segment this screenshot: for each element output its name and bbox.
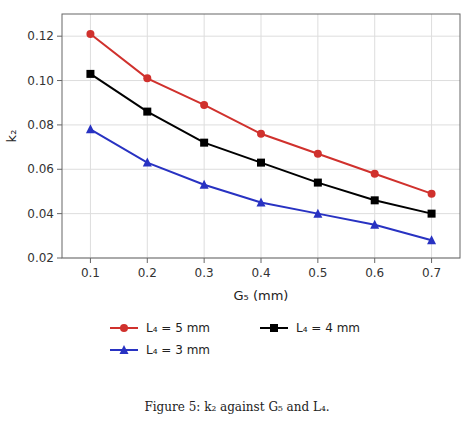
x-tick-label: 0.3 — [195, 266, 214, 280]
series-line — [90, 74, 431, 214]
series-marker — [427, 235, 436, 244]
series-marker — [314, 179, 322, 187]
y-tick-label: 0.04 — [27, 207, 54, 221]
series-marker — [200, 101, 208, 109]
y-tick — [57, 169, 62, 170]
grid — [62, 14, 460, 258]
y-grid-line — [62, 80, 460, 81]
y-tick-label: 0.12 — [27, 29, 54, 43]
x-tick — [374, 258, 375, 263]
legend-label: L₄ = 3 mm — [146, 343, 210, 357]
series-marker — [200, 180, 209, 189]
series-marker — [257, 159, 265, 167]
y-axis-label: k₂ — [4, 130, 19, 143]
x-grid-line — [90, 14, 91, 258]
series-marker — [371, 170, 379, 178]
legend-marker — [120, 324, 128, 332]
y-tick-label: 0.10 — [27, 74, 54, 88]
x-tick — [147, 258, 148, 263]
series-marker — [143, 158, 152, 167]
plot-frame — [62, 14, 460, 258]
x-tick-label: 0.5 — [308, 266, 327, 280]
series-marker — [200, 139, 208, 147]
x-tick — [317, 258, 318, 263]
legend-label: L₄ = 4 mm — [296, 321, 360, 335]
legend-marker — [270, 324, 278, 332]
series-marker — [86, 70, 94, 78]
y-grid-line — [62, 169, 460, 170]
series-marker — [86, 124, 95, 133]
y-grid-line — [62, 124, 460, 125]
x-grid-line — [431, 14, 432, 258]
series-marker — [86, 30, 94, 38]
series-line — [90, 34, 431, 194]
caption: Figure 5: k₂ against G₅ and L₄. — [144, 400, 329, 414]
x-tick-label: 0.2 — [138, 266, 157, 280]
x-tick-label: 0.4 — [251, 266, 270, 280]
x-tick-label: 0.1 — [81, 266, 100, 280]
series-marker — [143, 108, 151, 116]
y-tick-label: 0.02 — [27, 251, 54, 265]
series-marker — [257, 130, 265, 138]
legend-marker — [120, 345, 129, 354]
x-tick-label: 0.6 — [365, 266, 384, 280]
series-marker — [143, 74, 151, 82]
series-marker — [257, 198, 266, 207]
data — [86, 30, 436, 244]
y-tick — [57, 80, 62, 81]
series-marker — [314, 150, 322, 158]
x-grid-line — [204, 14, 205, 258]
series-marker — [371, 196, 379, 204]
y-grid-line — [62, 36, 460, 37]
x-tick — [261, 258, 262, 263]
x-grid-line — [147, 14, 148, 258]
series-marker — [428, 210, 436, 218]
x-tick-label: 0.7 — [422, 266, 441, 280]
series-marker — [428, 190, 436, 198]
x-axis-label: G₅ (mm) — [234, 288, 289, 303]
y-tick — [57, 124, 62, 125]
y-tick — [57, 213, 62, 214]
x-tick — [204, 258, 205, 263]
x-tick — [431, 258, 432, 263]
x-tick — [90, 258, 91, 263]
y-tick-label: 0.06 — [27, 162, 54, 176]
series-line — [90, 129, 431, 240]
legend-label: L₄ = 5 mm — [146, 321, 210, 335]
y-tick — [57, 258, 62, 259]
series-marker — [313, 209, 322, 218]
y-tick-label: 0.08 — [27, 118, 54, 132]
y-grid-line — [62, 213, 460, 214]
series-marker — [370, 220, 379, 229]
x-grid-line — [317, 14, 318, 258]
chart: 0.1 0.2 0.3 0.4 0.5 0.6 0.7 0.02 0.04 0.06 0.08 0.1… — [0, 0, 474, 433]
legend: L₄ = 5 mm L₄ = 4 mm L₄ = 3 mm — [110, 321, 360, 357]
y-tick — [57, 36, 62, 37]
